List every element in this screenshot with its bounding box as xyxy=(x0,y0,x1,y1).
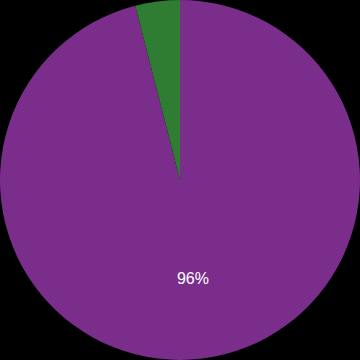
svg-text:96%: 96% xyxy=(177,270,209,287)
